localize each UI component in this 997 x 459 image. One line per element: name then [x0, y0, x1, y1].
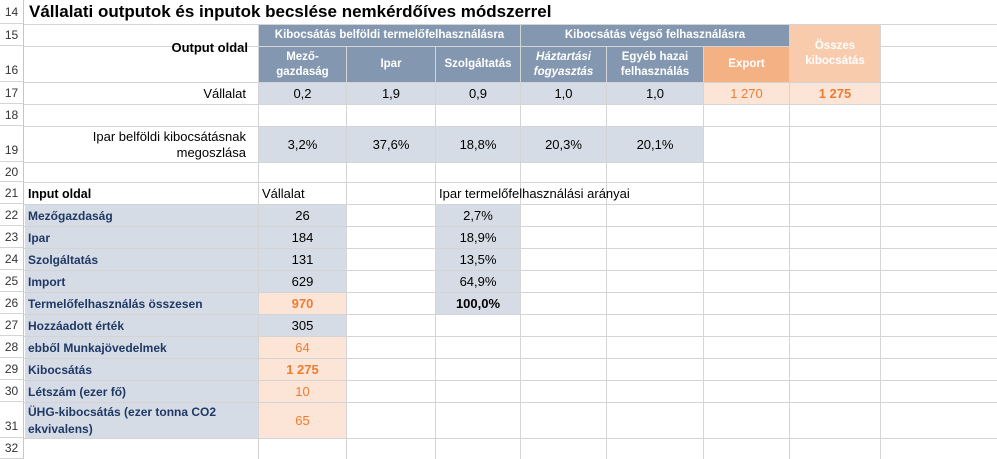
input-value-value-added[interactable]: 305: [259, 315, 346, 336]
input-value-intermediate-total[interactable]: 970: [259, 293, 346, 314]
col-header-services[interactable]: Szolgáltatás: [436, 47, 520, 82]
row-header[interactable]: 19: [0, 126, 24, 162]
input-label-industry[interactable]: Ipar: [25, 227, 258, 248]
input-company-header[interactable]: Vállalat: [262, 186, 305, 201]
input-label-intermediate-total[interactable]: Termelőfelhasználás összesen: [25, 293, 258, 314]
row-header[interactable]: 31: [0, 402, 24, 438]
row-header[interactable]: 27: [0, 314, 24, 336]
row-header[interactable]: 16: [0, 46, 24, 82]
input-value-services[interactable]: 131: [259, 249, 346, 270]
input-ratio-agriculture[interactable]: 2,7%: [436, 205, 520, 226]
group-header-domestic[interactable]: Kibocsátás belföldi termelőfelhasználásr…: [259, 25, 520, 46]
input-value-agriculture[interactable]: 26: [259, 205, 346, 226]
sheet-title[interactable]: Vállalati outputok és inputok becslése n…: [25, 0, 997, 24]
row-header[interactable]: 18: [0, 104, 24, 126]
company-output-industry[interactable]: 1,9: [347, 83, 435, 104]
input-ratio-industry[interactable]: 18,9%: [436, 227, 520, 248]
share-household[interactable]: 20,3%: [521, 127, 606, 162]
share-other-domestic[interactable]: 20,1%: [607, 127, 703, 162]
share-services[interactable]: 18,8%: [436, 127, 520, 162]
company-output-label[interactable]: Vállalat: [203, 86, 246, 101]
row-header[interactable]: 28: [0, 336, 24, 358]
input-label-output[interactable]: Kibocsátás: [25, 359, 258, 380]
col-header-agriculture[interactable]: Mező-gazdaság: [259, 47, 346, 82]
input-value-labor-income[interactable]: 64: [259, 337, 346, 358]
input-ratio-import[interactable]: 64,9%: [436, 271, 520, 292]
row-header[interactable]: 24: [0, 248, 24, 270]
row-header[interactable]: 22: [0, 204, 24, 226]
input-ratio-total[interactable]: 100,0%: [436, 293, 520, 314]
output-side-label[interactable]: Output oldal: [171, 40, 248, 55]
total-output-header[interactable]: Összes kibocsátás: [790, 25, 880, 82]
input-label-labor-income[interactable]: ebből Munkajövedelmek: [25, 337, 258, 358]
group-header-final[interactable]: Kibocsátás végső felhasználásra: [521, 25, 789, 46]
input-value-headcount[interactable]: 10: [259, 381, 346, 402]
input-label-agriculture[interactable]: Mezőgazdaság: [25, 205, 258, 226]
input-label-services[interactable]: Szolgáltatás: [25, 249, 258, 270]
row-header[interactable]: 32: [0, 438, 24, 459]
input-side-label[interactable]: Input oldal: [28, 186, 92, 201]
row-header[interactable]: 23: [0, 226, 24, 248]
row-header[interactable]: 14: [0, 0, 24, 24]
input-label-value-added[interactable]: Hozzáadott érték: [25, 315, 258, 336]
input-label-ghg[interactable]: ÜHG-kibocsátás (ezer tonna CO2 ekvivalen…: [25, 403, 258, 438]
company-output-export[interactable]: 1 270: [704, 83, 789, 104]
company-output-agriculture[interactable]: 0,2: [259, 83, 346, 104]
col-header-other-domestic[interactable]: Egyéb hazai felhasználás: [607, 47, 703, 82]
share-agriculture[interactable]: 3,2%: [259, 127, 346, 162]
input-ratio-services[interactable]: 13,5%: [436, 249, 520, 270]
share-industry[interactable]: 37,6%: [347, 127, 435, 162]
input-value-output[interactable]: 1 275: [259, 359, 346, 380]
company-output-other-domestic[interactable]: 1,0: [607, 83, 703, 104]
input-label-import[interactable]: Import: [25, 271, 258, 292]
industry-share-label[interactable]: Ipar belföldi kibocsátásnak megoszlása: [92, 128, 246, 160]
row-header[interactable]: 15: [0, 24, 24, 46]
company-output-services[interactable]: 0,9: [436, 83, 520, 104]
row-header[interactable]: 25: [0, 270, 24, 292]
input-value-import[interactable]: 629: [259, 271, 346, 292]
col-header-industry[interactable]: Ipar: [347, 47, 435, 82]
company-output-household[interactable]: 1,0: [521, 83, 606, 104]
input-ratio-header[interactable]: Ipar termelőfelhasználási arányai: [439, 186, 630, 201]
input-value-industry[interactable]: 184: [259, 227, 346, 248]
col-header-household[interactable]: Háztartási fogyasztás: [521, 47, 606, 82]
row-header[interactable]: 29: [0, 358, 24, 380]
row-header[interactable]: 17: [0, 82, 24, 104]
row-header[interactable]: 26: [0, 292, 24, 314]
row-header[interactable]: 20: [0, 162, 24, 182]
input-value-ghg[interactable]: 65: [259, 403, 346, 438]
row-header[interactable]: 21: [0, 182, 24, 204]
input-label-headcount[interactable]: Létszám (ezer fő): [25, 381, 258, 402]
row-header[interactable]: 30: [0, 380, 24, 402]
company-output-total[interactable]: 1 275: [790, 83, 880, 104]
col-header-export[interactable]: Export: [704, 47, 789, 82]
